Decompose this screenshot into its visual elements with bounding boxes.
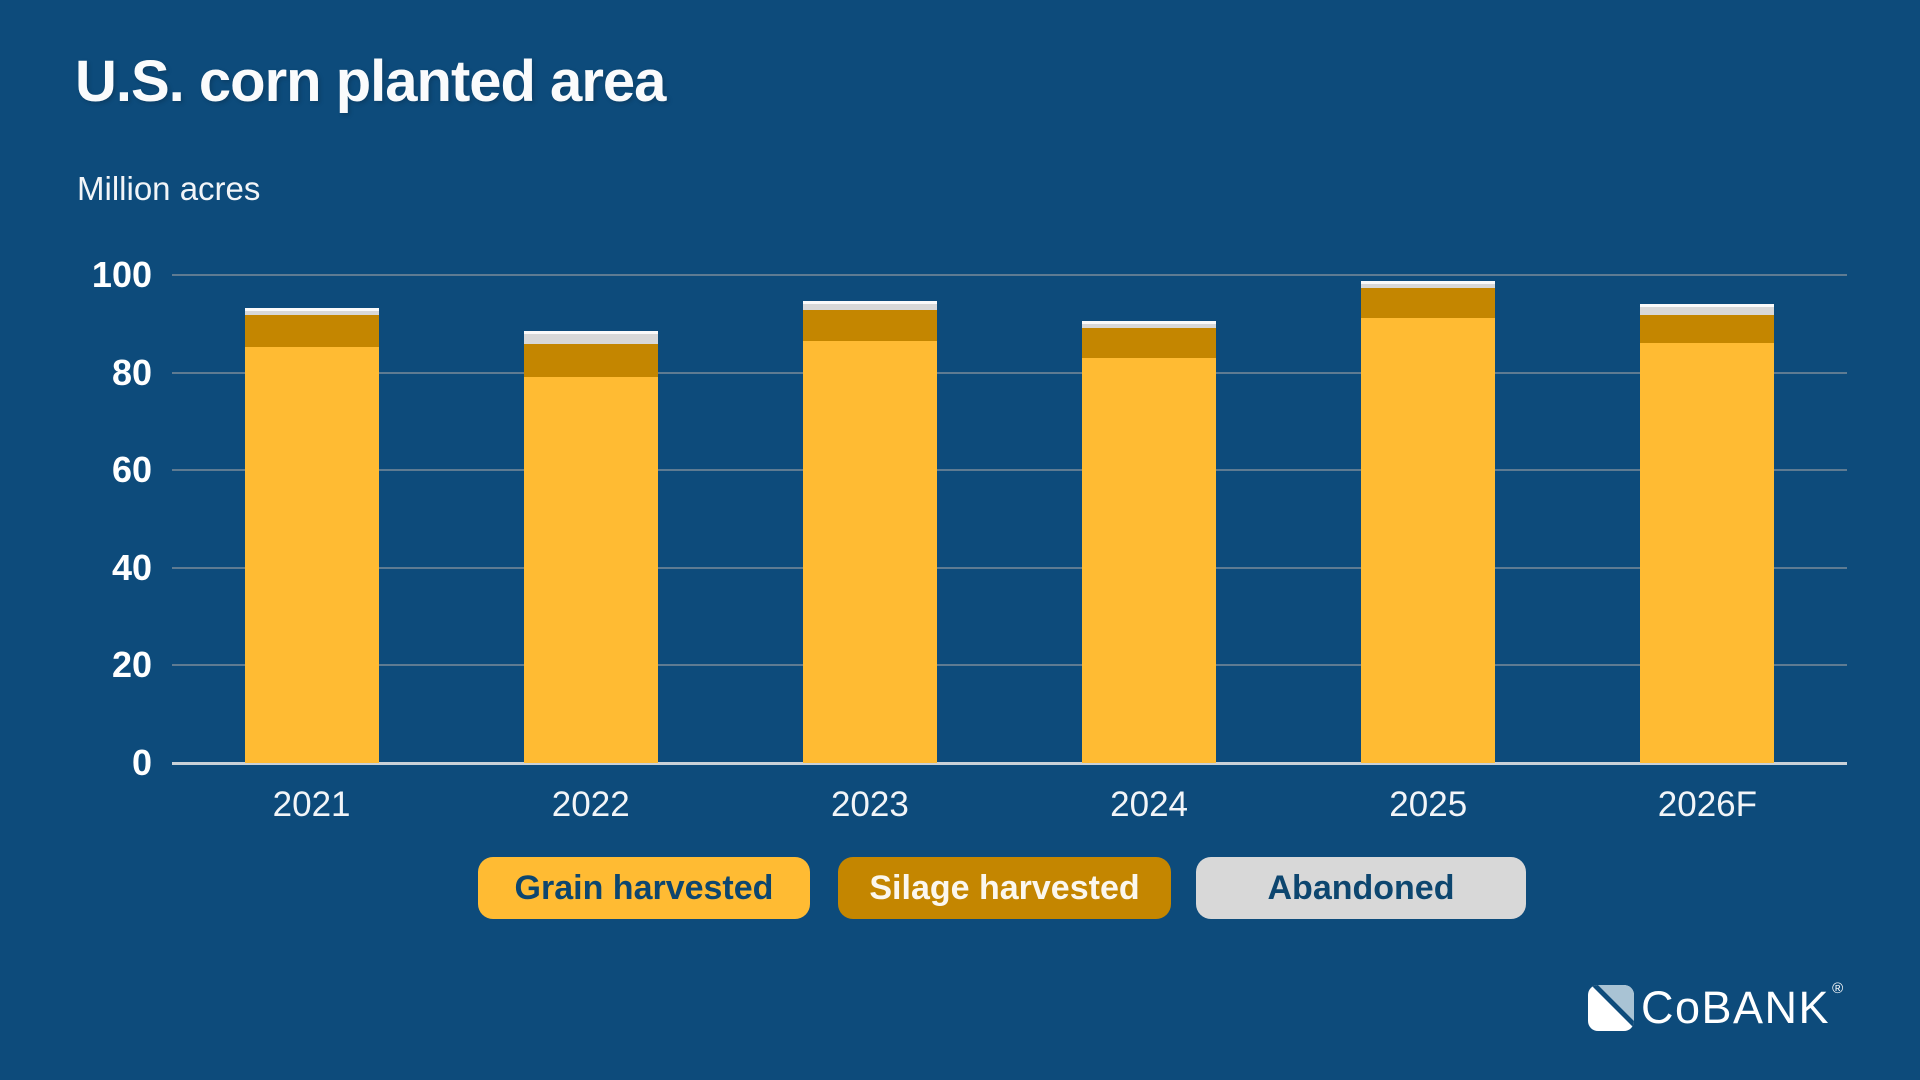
legend-item-grain-harvested: Grain harvested xyxy=(478,857,810,919)
cobank-logo-text: CoBANK xyxy=(1641,982,1831,1033)
bar-2021-segment-grain-harvested xyxy=(244,346,379,763)
cobank-logo: CoBANK ® xyxy=(1588,979,1844,1034)
bar-2022 xyxy=(523,330,658,763)
x-axis-label-2021: 2021 xyxy=(272,785,351,824)
legend-label-silage-harvested: Silage harvested xyxy=(869,868,1140,907)
y-axis-label-0: 0 xyxy=(131,742,152,783)
gridline-60 xyxy=(172,469,1847,472)
bar-2026F xyxy=(1640,304,1775,763)
bar-2021-segment-abandoned xyxy=(244,307,379,315)
y-axis-label-40: 40 xyxy=(111,546,152,588)
bar-2023-segment-silage-harvested xyxy=(802,309,937,341)
gridline-20 xyxy=(172,664,1847,667)
bar-2025-segment-abandoned xyxy=(1361,281,1496,288)
y-axis-label-80: 80 xyxy=(111,351,152,393)
registered-trademark-symbol: ® xyxy=(1832,979,1844,997)
x-axis-label-2026F: 2026F xyxy=(1657,785,1758,824)
gridline-100 xyxy=(172,274,1847,276)
y-axis-label-60: 60 xyxy=(111,449,152,491)
bar-2024-segment-silage-harvested xyxy=(1082,328,1217,358)
bar-2025 xyxy=(1361,281,1496,763)
y-axis-label-100: 100 xyxy=(91,254,152,295)
plot-area: 0 20 40 60 80 100 2021 2022 2023 2024 2025 2026F xyxy=(92,254,1847,824)
bar-2024-segment-grain-harvested xyxy=(1082,357,1217,763)
chart-title: U.S. corn planted area xyxy=(75,49,666,114)
legend-label-abandoned: Abandoned xyxy=(1267,868,1455,907)
bar-2026F-segment-abandoned xyxy=(1640,304,1775,315)
legend-item-silage-harvested: Silage harvested xyxy=(838,857,1171,919)
x-axis-label-2022: 2022 xyxy=(551,785,630,824)
bar-2024 xyxy=(1082,320,1217,763)
legend: Grain harvested Silage harvested Abandon… xyxy=(0,857,1920,919)
bar-2026F-segment-silage-harvested xyxy=(1640,314,1775,343)
x-axis-label-2025: 2025 xyxy=(1389,785,1468,824)
bar-2024-segment-abandoned xyxy=(1082,320,1217,329)
bar-2025-segment-silage-harvested xyxy=(1361,287,1496,319)
bar-2021-segment-silage-harvested xyxy=(244,314,379,347)
bar-2021 xyxy=(244,307,379,763)
bar-2025-segment-grain-harvested xyxy=(1361,318,1496,763)
bar-2022-segment-abandoned xyxy=(523,330,658,344)
bar-2023-segment-abandoned xyxy=(802,301,937,310)
x-axis-label-2024: 2024 xyxy=(1110,785,1189,824)
y-axis-label-20: 20 xyxy=(111,644,152,686)
y-axis-units-label: Million acres xyxy=(77,170,261,207)
bar-2023 xyxy=(802,301,937,763)
gridline-80 xyxy=(172,371,1847,374)
bar-2023-segment-grain-harvested xyxy=(802,340,937,763)
bar-2022-segment-grain-harvested xyxy=(523,377,658,763)
gridline-40 xyxy=(172,566,1847,569)
gridline-0 xyxy=(172,762,1847,765)
legend-label-grain-harvested: Grain harvested xyxy=(514,868,774,907)
cobank-logo-icon xyxy=(1588,985,1634,1031)
bar-2026F-segment-grain-harvested xyxy=(1640,342,1775,763)
x-axis-label-2023: 2023 xyxy=(830,785,909,824)
bar-2022-segment-silage-harvested xyxy=(523,343,658,378)
legend-item-abandoned: Abandoned xyxy=(1196,857,1526,919)
